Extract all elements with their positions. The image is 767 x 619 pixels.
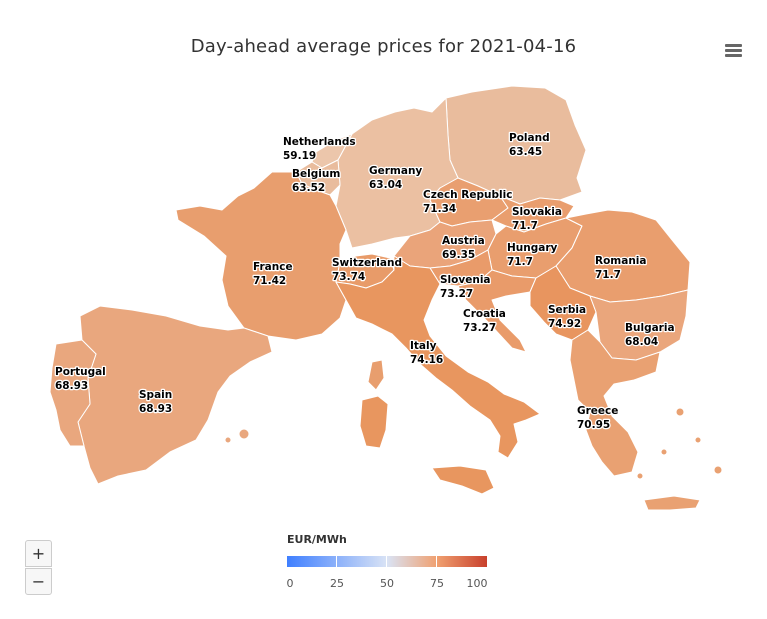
label-netherlands-price: 59.19 xyxy=(283,150,316,162)
label-slovakia-name: Slovakia xyxy=(512,206,562,218)
label-switzerland-name: Switzerland xyxy=(332,257,402,269)
country-spain[interactable] xyxy=(77,305,273,485)
legend-tick-mark xyxy=(386,556,387,567)
legend-label-100: 100 xyxy=(466,577,488,590)
label-hungary-name: Hungary xyxy=(507,242,558,254)
label-croatia-name: Croatia xyxy=(463,308,506,320)
legend-label-50: 50 xyxy=(380,577,394,590)
island xyxy=(694,436,702,444)
label-bulgaria-price: 68.04 xyxy=(625,336,658,348)
country-portugal[interactable] xyxy=(49,339,97,447)
country-france-corsica[interactable] xyxy=(367,359,385,391)
country-greece-crete[interactable] xyxy=(643,495,701,511)
label-italy-price: 74.16 xyxy=(410,354,443,366)
country-france[interactable] xyxy=(175,171,347,341)
label-germany-name: Germany xyxy=(369,165,422,177)
label-portugal-price: 68.93 xyxy=(55,380,88,392)
label-austria-name: Austria xyxy=(442,235,485,247)
island xyxy=(675,407,685,417)
label-spain-price: 68.93 xyxy=(139,403,172,415)
label-switzerland-price: 73.74 xyxy=(332,271,365,283)
legend-title: EUR/MWh xyxy=(287,533,347,546)
island xyxy=(660,448,668,456)
legend-label-25: 25 xyxy=(330,577,344,590)
island xyxy=(713,465,723,475)
label-slovenia-name: Slovenia xyxy=(440,274,491,286)
label-france-name: France xyxy=(253,261,293,273)
island xyxy=(636,472,644,480)
label-slovenia-price: 73.27 xyxy=(440,288,473,300)
legend-color-bar xyxy=(287,556,487,567)
zoom-in-button[interactable]: + xyxy=(25,540,52,567)
label-bulgaria-name: Bulgaria xyxy=(625,322,675,334)
label-greece-name: Greece xyxy=(577,405,618,417)
label-hungary-price: 71.7 xyxy=(507,256,533,268)
legend-tick-mark xyxy=(436,556,437,567)
country-labels: Netherlands 59.19 Belgium 63.52 Germany … xyxy=(54,131,676,433)
label-belgium-name: Belgium xyxy=(292,168,340,180)
label-serbia-price: 74.92 xyxy=(548,318,581,330)
legend-label-0: 0 xyxy=(286,577,294,590)
label-slovakia-price: 71.7 xyxy=(512,220,538,232)
label-czech-price: 71.34 xyxy=(423,203,456,215)
label-romania-name: Romania xyxy=(595,255,647,267)
legend-tick-mark xyxy=(336,556,337,567)
country-greece[interactable] xyxy=(569,329,661,477)
label-croatia-price: 73.27 xyxy=(463,322,496,334)
label-poland-name: Poland xyxy=(509,132,550,144)
label-germany-price: 63.04 xyxy=(369,179,402,191)
label-france-price: 71.42 xyxy=(253,275,286,287)
hamburger-icon[interactable] xyxy=(722,42,746,64)
label-portugal-name: Portugal xyxy=(55,366,106,378)
label-czech-name: Czech Republic xyxy=(423,189,512,201)
label-romania-price: 71.7 xyxy=(595,269,621,281)
label-greece-price: 70.95 xyxy=(577,419,610,431)
country-italy[interactable] xyxy=(335,255,541,459)
country-italy-sicily[interactable] xyxy=(431,465,495,495)
label-poland-price: 63.45 xyxy=(509,146,542,158)
legend-label-75: 75 xyxy=(430,577,444,590)
label-serbia-name: Serbia xyxy=(548,304,586,316)
chart-title: Day-ahead average prices for 2021-04-16 xyxy=(190,36,577,57)
label-spain-name: Spain xyxy=(139,389,172,401)
label-netherlands-name: Netherlands xyxy=(283,136,356,148)
country-croatia[interactable] xyxy=(457,269,537,353)
zoom-out-button[interactable]: − xyxy=(25,568,52,595)
label-belgium-price: 63.52 xyxy=(292,182,325,194)
country-italy-sardinia[interactable] xyxy=(359,395,389,449)
label-austria-price: 69.35 xyxy=(442,249,475,261)
island xyxy=(224,436,232,444)
label-italy-name: Italy xyxy=(410,340,437,352)
island xyxy=(238,428,250,440)
